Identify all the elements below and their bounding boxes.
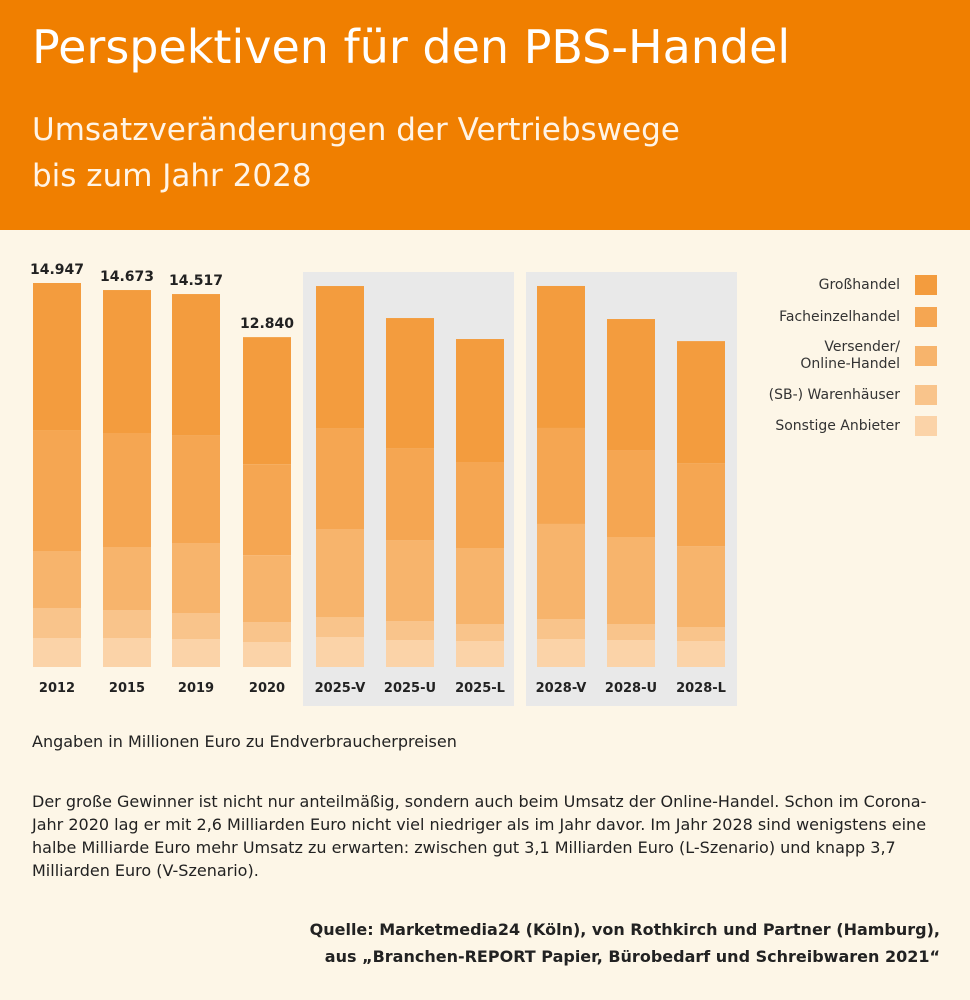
bar-segment [537,619,585,639]
bar-segment [677,546,725,627]
bar-segment [243,337,291,465]
bar-segment [33,637,81,667]
bar-segment [33,283,81,431]
x-tick-label: 2025-L [455,681,505,696]
bar-segment [316,428,364,530]
bar-segment [456,339,504,463]
bar-segment [677,341,725,464]
bar-segment [537,523,585,620]
bar-segment [103,637,151,667]
x-tick-label: 2015 [109,681,145,696]
subtitle: Umsatzveränderungen der Vertriebswege [32,112,680,148]
x-tick-label: 2020 [249,681,285,696]
subtitle: bis zum Jahr 2028 [32,158,312,194]
x-tick-label: 2019 [178,681,214,696]
bar-segment [677,463,725,547]
legend-swatch [915,275,937,295]
bar-segment [33,607,81,638]
bar-segment [33,551,81,608]
total-label: 12.840 [240,316,294,332]
x-tick-label: 2028-L [676,681,726,696]
bar-segment [103,290,151,434]
bar-segment [316,286,364,429]
bar-segment [316,529,364,618]
legend-swatch [915,416,937,436]
legend-swatch [915,307,937,327]
body-text: Der große Gewinner ist nicht nur anteilm… [32,792,927,880]
bar-segment [386,639,434,667]
total-label: 14.673 [100,269,154,285]
title: Perspektiven für den PBS-Handel [32,20,791,74]
bar-segment [677,626,725,642]
bar-segment [103,433,151,547]
bar-segment [103,546,151,610]
bar-segment [607,639,655,667]
bar-segment [607,319,655,451]
legend-label: Sonstige Anbieter [775,417,900,434]
bar-segment [172,435,220,544]
x-tick-label: 2012 [39,681,75,696]
source: Quelle: Marketmedia24 (Köln), von Rothki… [309,920,940,939]
legend-label: Großhandel [818,276,900,293]
bar-segment [243,642,291,667]
legend-swatch [915,346,937,366]
note: Angaben in Millionen Euro zu Endverbrauc… [32,732,457,751]
bar-segment [243,555,291,623]
legend-label: Versender/ Online-Handel [800,339,900,372]
x-tick-label: 2025-V [315,681,366,696]
total-label: 14.947 [30,262,84,278]
bar-segment [103,609,151,638]
bar-segment [607,537,655,624]
bar-segment [386,448,434,541]
header: Perspektiven für den PBS-Handel Umsatzve… [0,0,970,230]
bar-segment [172,294,220,436]
source: aus „Branchen-REPORT Papier, Bürobedarf … [324,947,940,966]
bar-segment [537,427,585,524]
bar-segment [456,641,504,667]
legend-label: Facheinzelhandel [779,308,900,325]
bar-segment [316,636,364,667]
bar-segment [316,617,364,637]
total-label: 14.517 [169,273,223,289]
bar-segment [456,548,504,624]
bar-segment [386,318,434,449]
bar-segment [456,462,504,549]
bar-segment [386,540,434,622]
bar-segment [456,623,504,642]
x-tick-label: 2028-V [536,681,587,696]
bar-segment [33,430,81,552]
x-tick-label: 2028-U [605,681,657,696]
bar-segment [607,623,655,640]
bar-segment [607,450,655,538]
legend-label: (SB-) Warenhäuser [768,386,900,403]
bar-segment [537,285,585,428]
bar-segment [172,612,220,639]
legend-swatch [915,385,937,405]
x-tick-label: 2025-U [384,681,436,696]
bar-segment [386,621,434,640]
bar-segment [172,543,220,613]
bar-segment [243,622,291,643]
bar-segment [243,464,291,556]
bar-segment [537,638,585,667]
bar-segment [677,641,725,667]
bar-segment [172,638,220,667]
